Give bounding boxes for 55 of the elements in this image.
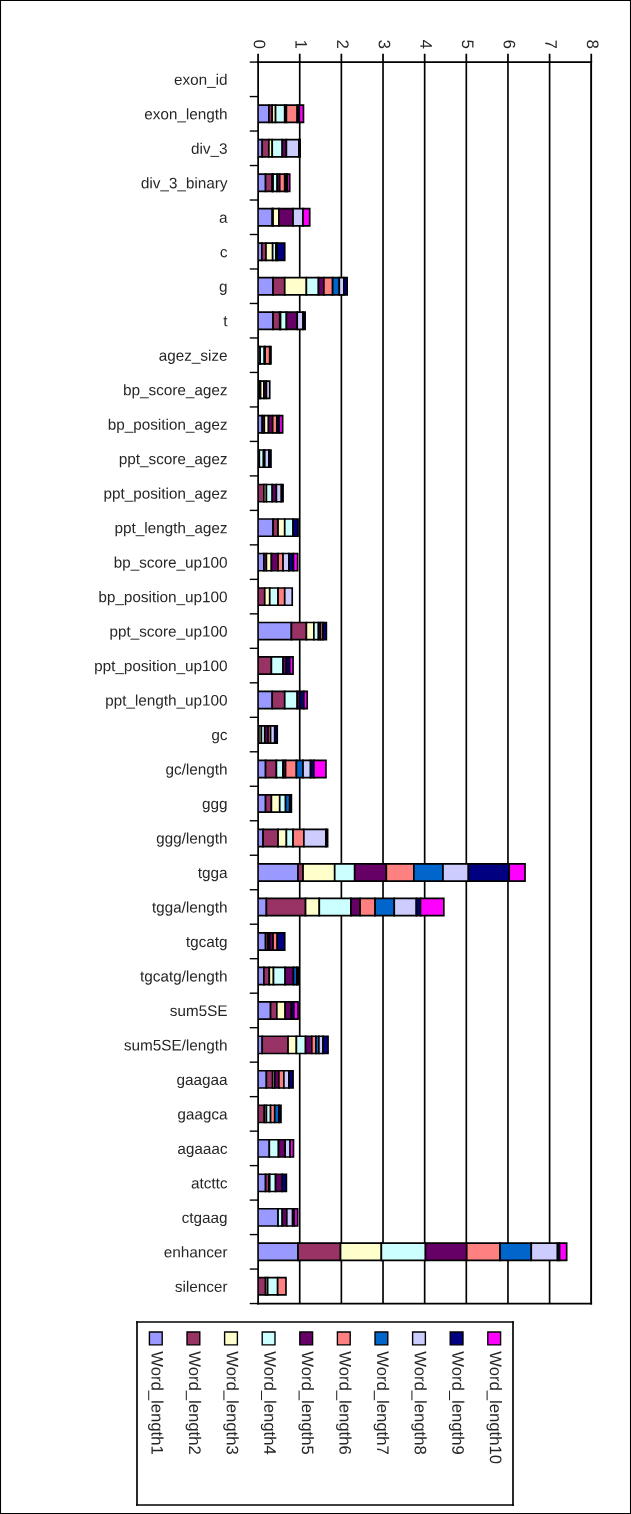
- y-tick-label: enhancer: [164, 1246, 228, 1258]
- y-tick-label: sum5SE: [170, 1005, 227, 1017]
- y-tick-label: t: [223, 316, 228, 327]
- legend-label: Word_length7: [373, 1351, 390, 1454]
- y-tick-label: a: [219, 214, 228, 223]
- legend-label: Word_length3: [223, 1351, 239, 1455]
- y-tick-label: gaagaa: [177, 1076, 228, 1089]
- y-tick-label: gaagca: [178, 1111, 228, 1123]
- y-tick-label: ggg: [202, 800, 227, 813]
- x-tick-label: 2: [337, 40, 349, 49]
- legend-label: Word_length9: [448, 1351, 465, 1454]
- x-tick-label: 5: [461, 40, 474, 49]
- y-tick-label: div_3_binary: [141, 177, 228, 192]
- x-tick-label: 6: [503, 40, 516, 49]
- y-tick-label: tgcatg: [186, 937, 227, 951]
- y-tick-label: bp_position_up100: [99, 591, 227, 606]
- y-tick-label: exon_id: [174, 73, 227, 88]
- y-tick-label: agaaac: [178, 1145, 228, 1158]
- legend-label: Word_length6: [336, 1351, 352, 1455]
- x-tick-label: 8: [586, 40, 599, 49]
- y-tick-label: exon_length: [144, 108, 227, 123]
- y-tick-label: tgga: [198, 868, 228, 882]
- legend-label: Word_length2: [185, 1351, 202, 1454]
- y-tick-label: bp_score_up100: [114, 556, 227, 571]
- y-tick-label: tgcatg/length: [140, 970, 227, 985]
- y-tick-label: bp_position_agez: [108, 418, 227, 433]
- y-tick-label: bp_score_agez: [124, 384, 227, 399]
- legend-label: Word_length10: [486, 1351, 502, 1464]
- legend-label: Word_length8: [411, 1351, 427, 1455]
- y-tick-label: gc: [212, 731, 228, 744]
- y-tick-label: ppt_position_up100: [95, 660, 227, 675]
- x-tick-label: 4: [420, 39, 432, 49]
- y-tick-label: tgga/length: [152, 901, 227, 916]
- y-tick-label: sum5SE/length: [124, 1039, 227, 1054]
- y-tick-label: atcttc: [191, 1178, 228, 1189]
- y-tick-label: ppt_score_agez: [119, 454, 227, 468]
- y-tick-label: ppt_length_up100: [106, 694, 227, 709]
- x-tick-label: 1: [295, 40, 307, 49]
- y-tick-label: div_3: [191, 142, 227, 157]
- y-tick-label: ctgaag: [182, 1213, 227, 1227]
- x-tick-label: 7: [545, 40, 557, 49]
- y-tick-label: silencer: [175, 1280, 228, 1292]
- y-tick-label: ppt_score_up100: [110, 625, 227, 640]
- legend-label: Word_length5: [298, 1351, 314, 1455]
- x-tick-label: 0: [253, 40, 266, 49]
- legend-label: Word_length4: [260, 1351, 277, 1455]
- y-tick-label: ppt_length_agez: [115, 522, 227, 537]
- y-tick-label: gc/length: [166, 763, 227, 778]
- y-tick-label: ppt_position_agez: [104, 487, 227, 502]
- y-tick-label: agez_size: [159, 349, 227, 364]
- y-tick-label: c: [220, 249, 228, 258]
- x-tick-label: 3: [378, 40, 391, 49]
- y-tick-label: g: [219, 283, 227, 295]
- y-tick-label: ggg/length: [156, 832, 227, 847]
- legend-label: Word_length1: [148, 1351, 164, 1454]
